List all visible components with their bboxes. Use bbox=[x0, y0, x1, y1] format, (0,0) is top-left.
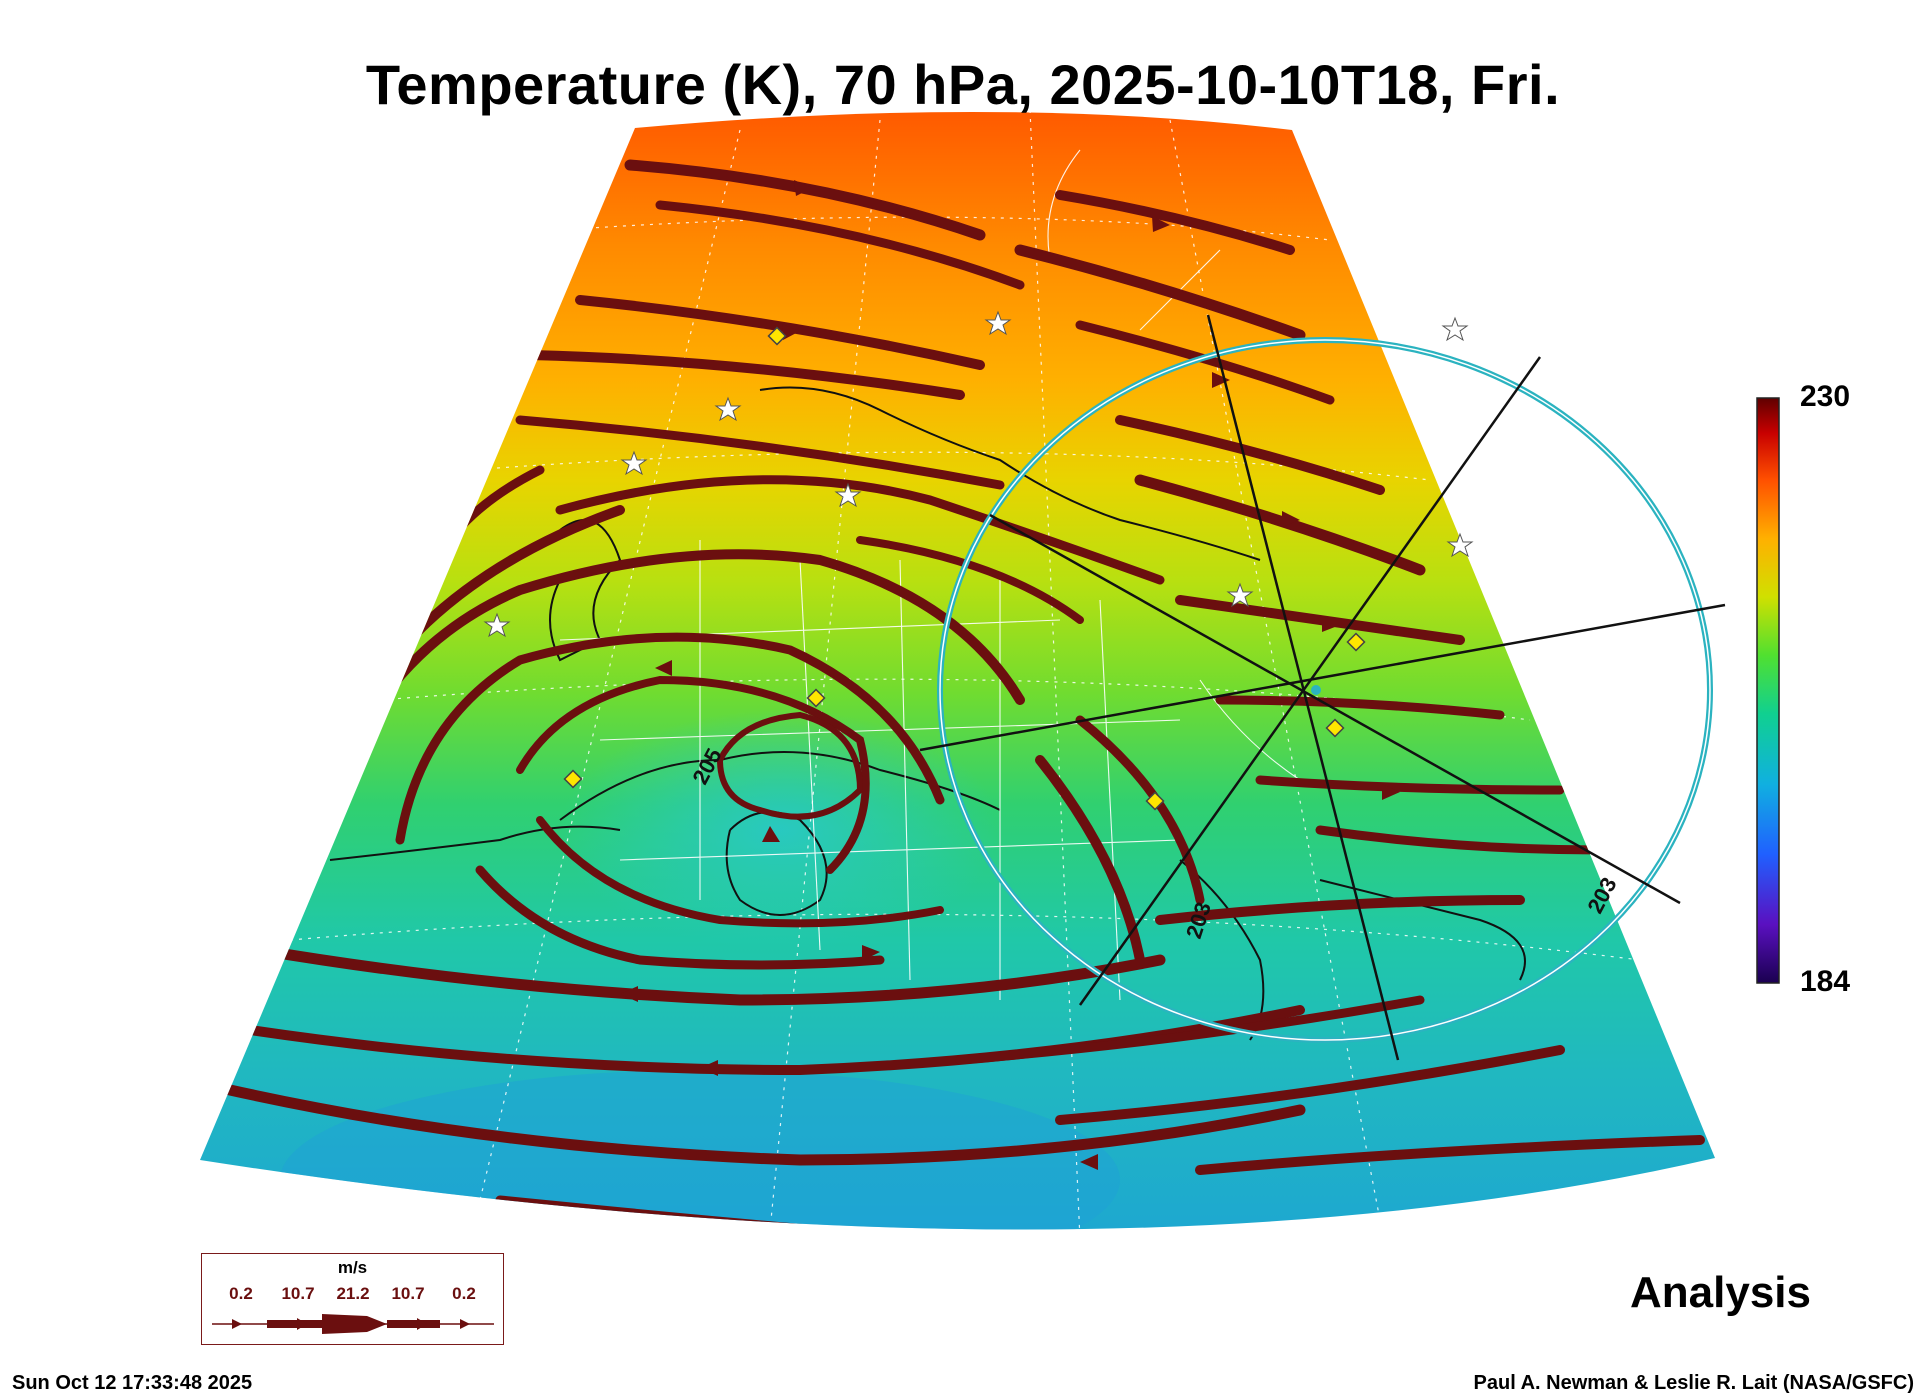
star-marker bbox=[483, 612, 511, 638]
chart-title: Temperature (K), 70 hPa, 2025-10-10T18, … bbox=[365, 53, 1561, 116]
diamond-marker bbox=[1145, 791, 1165, 811]
colorbar bbox=[1756, 397, 1780, 984]
timestamp: Sun Oct 12 17:33:48 2025 bbox=[12, 1372, 253, 1394]
product-label: Analysis bbox=[1630, 1268, 1811, 1317]
credit: Paul A. Newman & Leslie R. Lait (NASA/GS… bbox=[1473, 1372, 1914, 1394]
star-marker bbox=[834, 482, 862, 508]
legend-speed-2: 21.2 bbox=[336, 1284, 370, 1303]
legend-speed-3: 10.7 bbox=[391, 1284, 425, 1303]
political-boundaries bbox=[559, 149, 1301, 1001]
legend-speed-0: 0.2 bbox=[229, 1284, 253, 1303]
legend-arrow-scale bbox=[212, 1314, 494, 1334]
colorbar-min-label: 184 bbox=[1800, 965, 1851, 998]
star-marker bbox=[1446, 532, 1474, 558]
diamond-marker bbox=[806, 688, 826, 708]
graticule bbox=[289, 111, 1641, 1230]
diamond-marker bbox=[1325, 718, 1345, 738]
station-diamonds bbox=[563, 326, 1366, 811]
legend-unit: m/s bbox=[337, 1258, 368, 1277]
legend-speed-1: 10.7 bbox=[281, 1284, 315, 1303]
colorbar-max-label: 230 bbox=[1800, 380, 1851, 413]
ring-center-marker bbox=[1311, 685, 1321, 695]
temperature-field bbox=[200, 111, 1715, 1230]
diamond-marker bbox=[563, 769, 583, 789]
star-marker bbox=[1226, 582, 1254, 608]
cross-section-lines bbox=[919, 314, 1726, 1061]
legend-speed-4: 0.2 bbox=[452, 1284, 476, 1303]
star-marker bbox=[620, 450, 648, 476]
star-marker bbox=[714, 396, 742, 422]
range-ring bbox=[937, 337, 1713, 1043]
diamond-marker bbox=[1346, 632, 1366, 652]
diamond-marker bbox=[767, 326, 787, 346]
star-marker bbox=[1441, 316, 1469, 342]
wind-streamlines bbox=[224, 159, 1705, 1230]
station-stars bbox=[483, 310, 1474, 638]
wind-speed-legend: m/s 0.2 10.7 21.2 10.7 0.2 bbox=[201, 1253, 504, 1345]
star-marker bbox=[984, 310, 1012, 336]
